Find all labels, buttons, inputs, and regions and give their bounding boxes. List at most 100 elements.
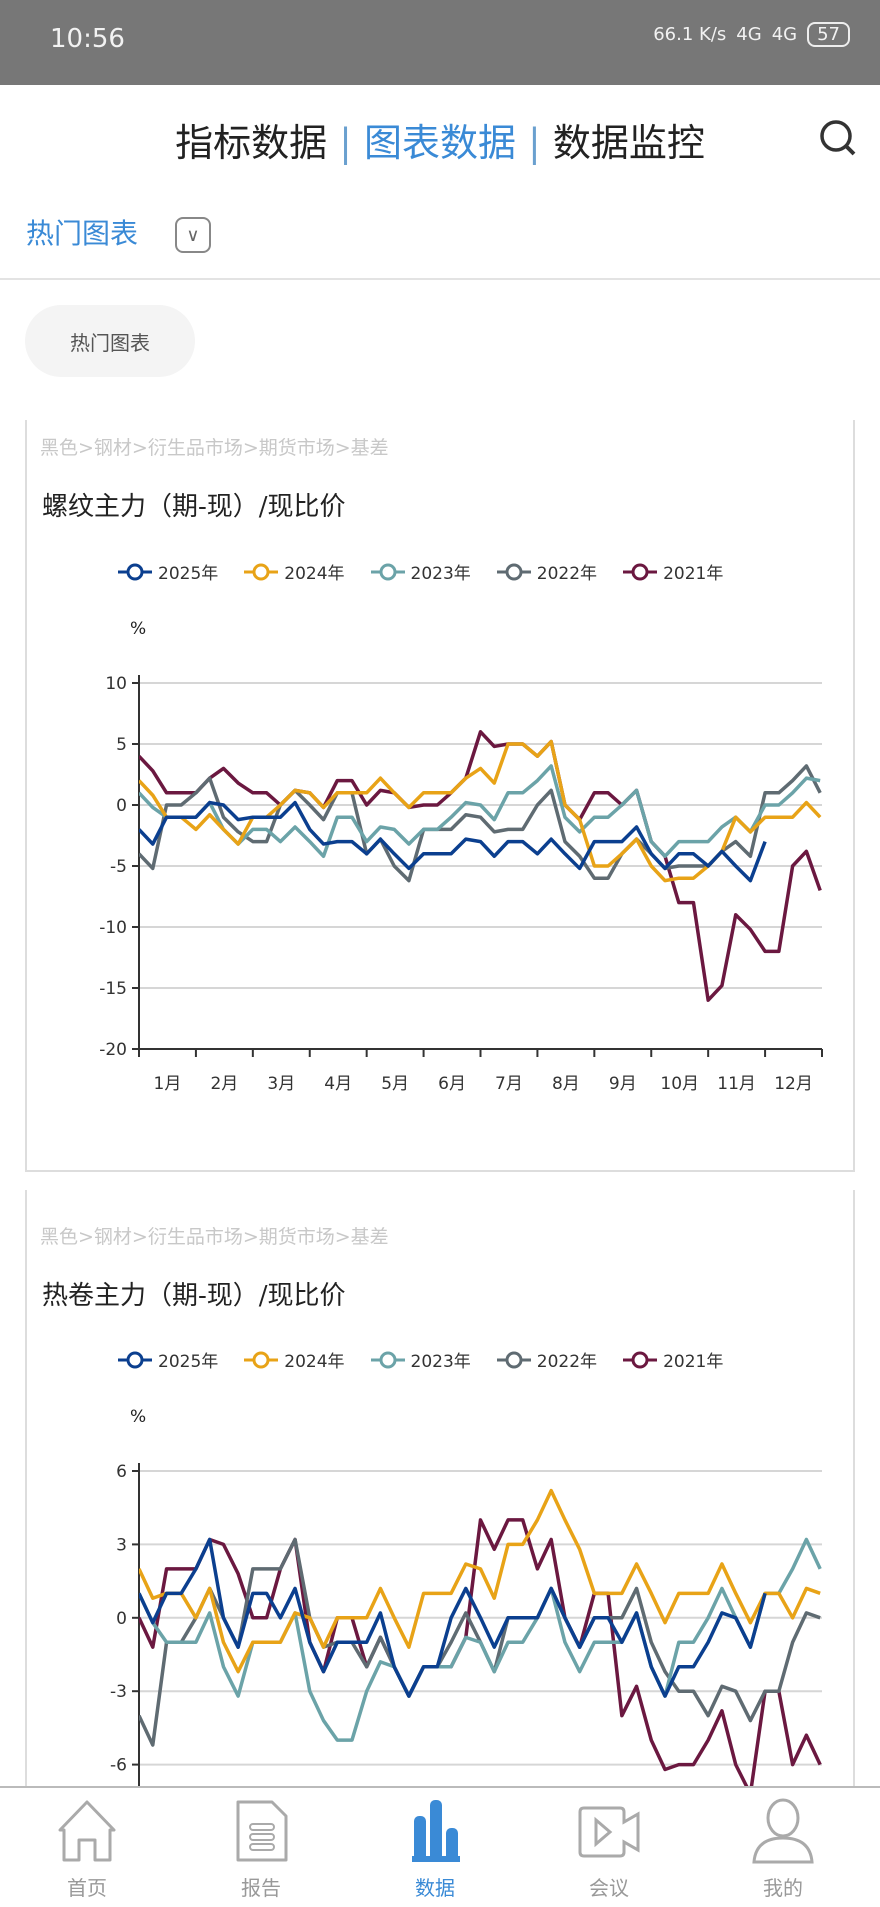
legend-marker-icon <box>244 563 279 580</box>
nav-label: 会议 <box>589 1876 629 1900</box>
legend-label: 2023年 <box>410 564 471 584</box>
x-tick-label: 11月 <box>717 1074 756 1094</box>
tab-indicator-data[interactable]: 指标数据 <box>175 121 328 165</box>
x-tick-label: 8月 <box>552 1074 580 1094</box>
y-tick-label: -5 <box>110 857 127 877</box>
status-time: 10:56 <box>50 24 125 54</box>
legend-item[interactable]: 2021年 <box>623 559 723 584</box>
video-icon <box>578 1806 640 1858</box>
series-line-2025 <box>139 1537 767 1698</box>
legend-marker-icon <box>370 1351 405 1368</box>
search-icon[interactable] <box>818 118 858 158</box>
signal-icon-1: 4G <box>736 24 762 45</box>
user-icon <box>752 1798 814 1864</box>
y-tick-label: -10 <box>99 918 127 938</box>
legend-item[interactable]: 2021年 <box>623 1347 723 1372</box>
legend-marker-icon <box>118 1351 152 1368</box>
status-bar: 10:56 66.1 K/s 4G 4G 57 <box>0 0 880 85</box>
legend-marker-icon <box>496 563 531 580</box>
legend-item[interactable]: 2025年 <box>118 1347 218 1372</box>
nav-meeting[interactable]: 会议 <box>549 1796 669 1901</box>
series-line-2021 <box>139 730 822 1002</box>
y-tick-label: 6 <box>116 1462 127 1482</box>
nav-label: 数据 <box>415 1876 455 1900</box>
y-tick-label: -15 <box>99 979 127 999</box>
legend-marker-icon <box>244 1351 279 1368</box>
x-tick-label: 3月 <box>267 1074 295 1094</box>
bar-chart-icon <box>412 1800 460 1862</box>
x-tick-label: 10月 <box>660 1074 699 1094</box>
legend-item[interactable]: 2024年 <box>244 559 345 584</box>
chevron-down-icon[interactable]: ∨ <box>175 217 211 253</box>
legend-item[interactable]: 2024年 <box>244 1347 345 1372</box>
series-line-2023 <box>139 764 821 858</box>
divider <box>0 278 880 280</box>
legend-label: 2022年 <box>536 564 598 584</box>
chart-legend: 2025年 2024年 2023年 2022年 2021年 <box>118 1347 723 1372</box>
x-tick-label: 9月 <box>609 1074 637 1094</box>
legend-marker-icon <box>370 563 405 580</box>
network-speed: 66.1 K/s <box>653 24 727 45</box>
series-line-2025 <box>139 800 767 883</box>
series-line-2024 <box>139 1488 821 1674</box>
chart-title: 热卷主力（期-现）/现比价 <box>42 1281 346 1311</box>
home-icon <box>58 1800 116 1862</box>
y-axis-unit: % <box>130 619 147 639</box>
top-tabs: 指标数据 | 图表数据 | 数据监控 <box>0 112 880 167</box>
legend-marker-icon <box>118 563 152 580</box>
legend-label: 2021年 <box>663 564 724 584</box>
battery-icon: 57 <box>807 22 850 47</box>
legend-item[interactable]: 2022年 <box>496 1347 598 1372</box>
x-tick-label: 2月 <box>210 1074 238 1094</box>
y-axis-unit: % <box>130 1407 147 1427</box>
x-tick-label: 4月 <box>324 1074 352 1094</box>
legend-label: 2025年 <box>158 564 219 584</box>
legend-marker-icon <box>623 563 658 580</box>
chart-card-1[interactable] <box>25 420 855 1172</box>
legend-label: 2024年 <box>284 564 345 584</box>
y-tick-label: 3 <box>116 1535 127 1555</box>
nav-label: 首页 <box>67 1876 107 1900</box>
y-tick-label: 0 <box>116 796 127 816</box>
legend-marker-icon <box>623 1351 658 1368</box>
x-tick-label: 6月 <box>438 1074 466 1094</box>
x-tick-label: 1月 <box>154 1074 182 1094</box>
chart-1: 10 5 0 -5 -10 -15 -20 1月 2月 3月 4月 5月 6月 7月 8月 9月 10月 11月 1… <box>99 674 823 1094</box>
legend-label: 2022年 <box>536 1352 598 1372</box>
chart-legend: 2025年 2024年 2023年 2022年 2021年 <box>118 559 723 584</box>
report-icon <box>236 1800 288 1862</box>
legend-item[interactable]: 2023年 <box>370 559 471 584</box>
legend-label: 2024年 <box>284 1352 345 1372</box>
status-icons: 66.1 K/s 4G 4G 57 <box>653 22 850 47</box>
nav-data[interactable]: 数据 <box>375 1796 495 1901</box>
chart-breadcrumb: 黑色>钢材>衍生品市场>期货市场>基差 <box>40 1226 389 1248</box>
section-title: 热门图表 <box>26 217 139 250</box>
y-tick-label: 0 <box>116 1609 127 1629</box>
legend-label: 2023年 <box>410 1352 471 1372</box>
chart-2: 6 3 0 -3 -6 <box>110 1462 822 1786</box>
y-tick-label: -3 <box>110 1682 127 1702</box>
y-tick-label: 10 <box>105 674 127 694</box>
legend-label: 2025年 <box>158 1352 219 1372</box>
nav-mine[interactable]: 我的 <box>723 1796 843 1901</box>
y-tick-label: 5 <box>116 735 127 755</box>
nav-label: 报告 <box>241 1876 281 1900</box>
x-tick-label: 12月 <box>774 1074 813 1094</box>
nav-label: 我的 <box>763 1876 803 1900</box>
tab-separator: | <box>528 121 541 165</box>
nav-report[interactable]: 报告 <box>201 1796 321 1901</box>
series-line-2021 <box>139 1518 822 1786</box>
tab-data-monitor[interactable]: 数据监控 <box>552 121 705 165</box>
legend-item[interactable]: 2022年 <box>496 559 598 584</box>
nav-home[interactable]: 首页 <box>27 1796 147 1901</box>
tab-chart-data[interactable]: 图表数据 <box>363 121 516 165</box>
tab-separator: | <box>339 121 352 165</box>
legend-item[interactable]: 2023年 <box>370 1347 471 1372</box>
bottom-nav: 首页 报告 数据 会议 我的 <box>0 1786 880 1907</box>
signal-icon-2: 4G <box>771 24 798 45</box>
category-chip[interactable]: 热门图表 <box>25 305 195 377</box>
y-tick-label: -20 <box>99 1040 127 1060</box>
chart-breadcrumb: 黑色>钢材>衍生品市场>期货市场>基差 <box>40 437 389 459</box>
x-tick-label: 5月 <box>381 1074 409 1094</box>
legend-item[interactable]: 2025年 <box>118 559 218 584</box>
